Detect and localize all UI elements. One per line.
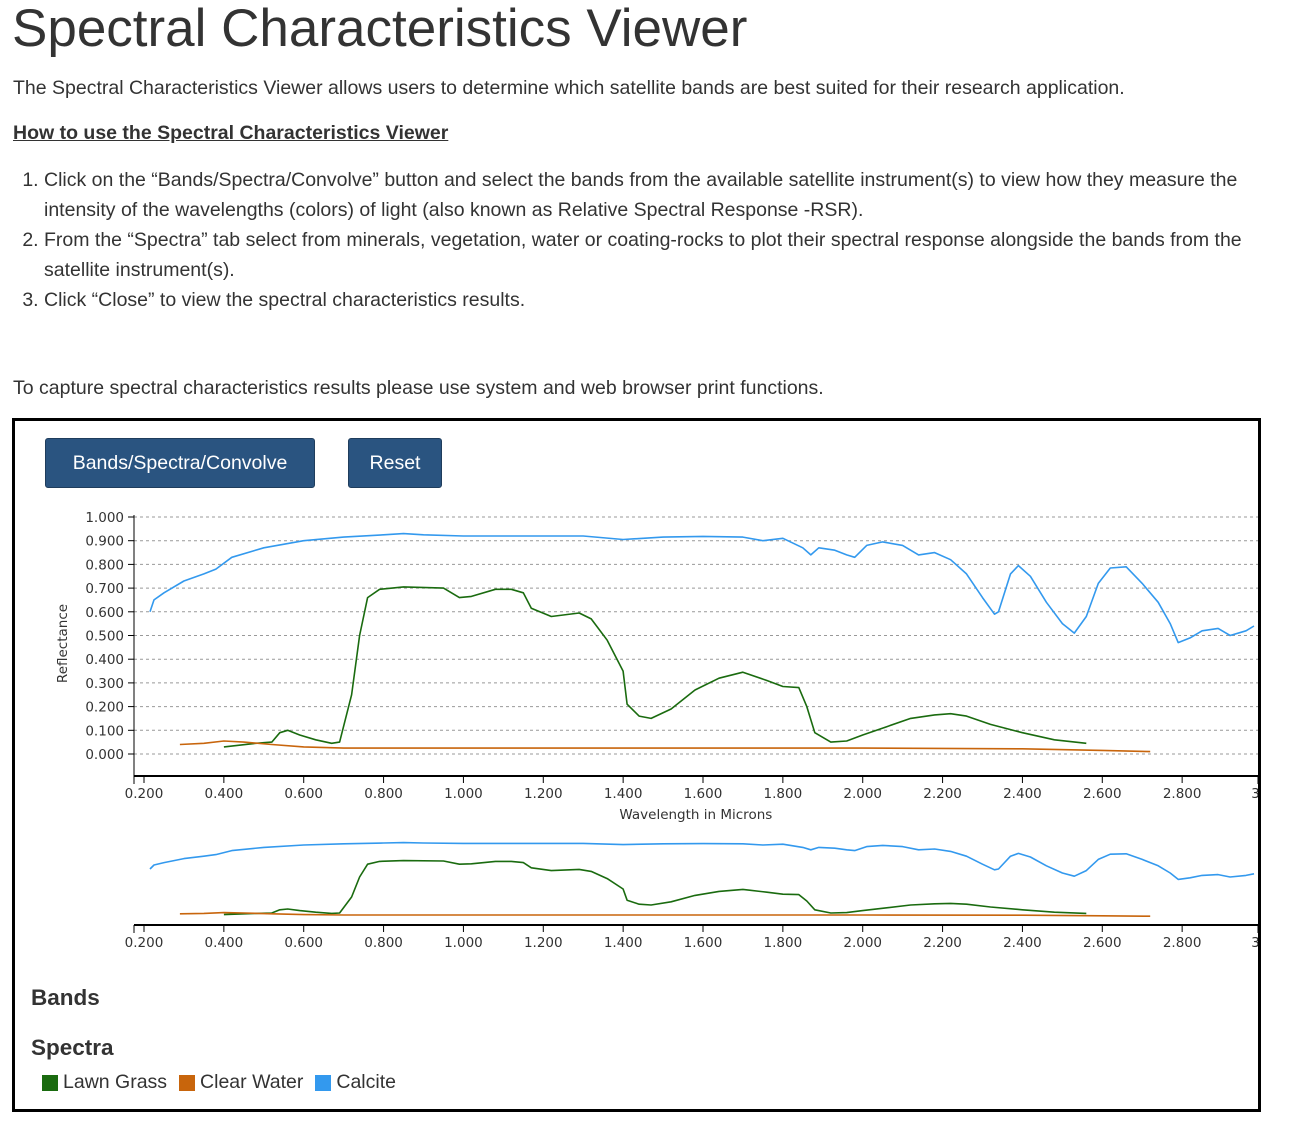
x-tick-label: 3.0 [1251,935,1258,951]
intro-text: The Spectral Characteristics Viewer allo… [13,77,1125,99]
spectral-chart[interactable]: 0.000 0.100 0.200 0.300 0.400 0.500 0.600 0.700… [15,421,1258,1109]
x-tick-label: 1.000 [444,786,483,802]
brush-line-calcite [149,841,1255,881]
spectra-heading: Spectra [31,1035,114,1060]
x-tick-label: 2.800 [1163,786,1202,802]
brush-line-clear-water [179,911,1151,917]
howto-heading: How to use the Spectral Characteristics … [13,122,449,144]
x-axis-title: Wavelength in Microns [619,807,772,823]
x-tick-label: 2.200 [923,935,962,951]
x-tick-label: 2.600 [1083,935,1122,951]
spectra-legend: Lawn Grass Clear Water Calcite [42,1071,396,1094]
x-tick-label: 1.800 [764,786,803,802]
x-tick-label: 0.200 [125,935,164,951]
instructions-list: Click on the “Bands/Spectra/Convolve” bu… [0,165,1270,315]
capture-note: To capture spectral characteristics resu… [13,377,824,399]
legend-swatch [42,1074,58,1091]
series-line-clear-water [179,740,1151,753]
y-tick-label: 0.100 [85,723,124,739]
instruction-step: From the “Spectra” tab select from miner… [44,225,1270,285]
x-tick-label: 2.600 [1083,786,1122,802]
bands-heading: Bands [31,985,100,1010]
y-tick-label: 0.800 [85,557,124,573]
viewer-panel: Bands/Spectra/Convolve Reset 0.000 0.100 0… [12,418,1261,1112]
x-tick-label: 0.200 [125,786,164,802]
x-tick-label: 1.800 [764,935,803,951]
legend-swatch [179,1074,196,1091]
x-tick-label: 1.600 [684,935,723,951]
x-tick-label: 1.400 [604,935,643,951]
legend-label: Calcite [336,1071,396,1093]
x-tick-label: 1.400 [604,786,643,802]
x-tick-label: 0.400 [205,935,244,951]
y-tick-label: 0.700 [85,581,124,597]
legend-label: Lawn Grass [63,1071,168,1093]
x-tick-label: 2.400 [1003,935,1042,951]
legend-item-calcite[interactable]: Calcite [315,1071,396,1094]
reset-button[interactable]: Reset [348,438,442,488]
x-tick-label: 2.400 [1003,786,1042,802]
y-tick-label: 0.500 [85,629,124,645]
bands-spectra-convolve-button[interactable]: Bands/Spectra/Convolve [45,438,315,488]
series-line-calcite [149,532,1255,644]
y-tick-label: 1.000 [85,510,124,526]
x-tick-label: 2.200 [923,786,962,802]
y-tick-label: 0.200 [85,700,124,716]
x-tick-label: 0.800 [364,935,403,951]
legend-item-lawn-grass[interactable]: Lawn Grass [42,1071,167,1094]
x-tick-label: 2.000 [843,935,882,951]
x-tick-label: 1.000 [444,935,483,951]
legend-item-clear-water[interactable]: Clear Water [179,1071,303,1094]
x-tick-label: 0.600 [284,935,323,951]
x-tick-label: 1.200 [524,786,563,802]
x-tick-label: 3.0 [1251,786,1258,802]
y-tick-label: 0.000 [85,747,124,763]
brush-line-lawn-grass [223,859,1087,916]
legend-label: Clear Water [200,1071,304,1093]
x-tick-label: 0.400 [205,786,244,802]
x-tick-label: 1.600 [684,786,723,802]
y-tick-label: 0.400 [85,652,124,668]
instruction-step: Click on the “Bands/Spectra/Convolve” bu… [44,165,1270,225]
y-axis-title: Reflectance [55,604,71,683]
y-tick-label: 0.600 [85,605,124,621]
instruction-step: Click “Close” to view the spectral chara… [44,285,1270,315]
x-tick-label: 2.000 [843,786,882,802]
x-tick-label: 2.800 [1163,935,1202,951]
page-title: Spectral Characteristics Viewer [12,0,748,58]
x-tick-label: 0.800 [364,786,403,802]
y-tick-label: 0.300 [85,676,124,692]
series-line-lawn-grass [223,586,1087,748]
legend-swatch [315,1074,332,1091]
x-tick-label: 1.200 [524,935,563,951]
x-tick-label: 0.600 [284,786,323,802]
y-tick-label: 0.900 [85,534,124,550]
